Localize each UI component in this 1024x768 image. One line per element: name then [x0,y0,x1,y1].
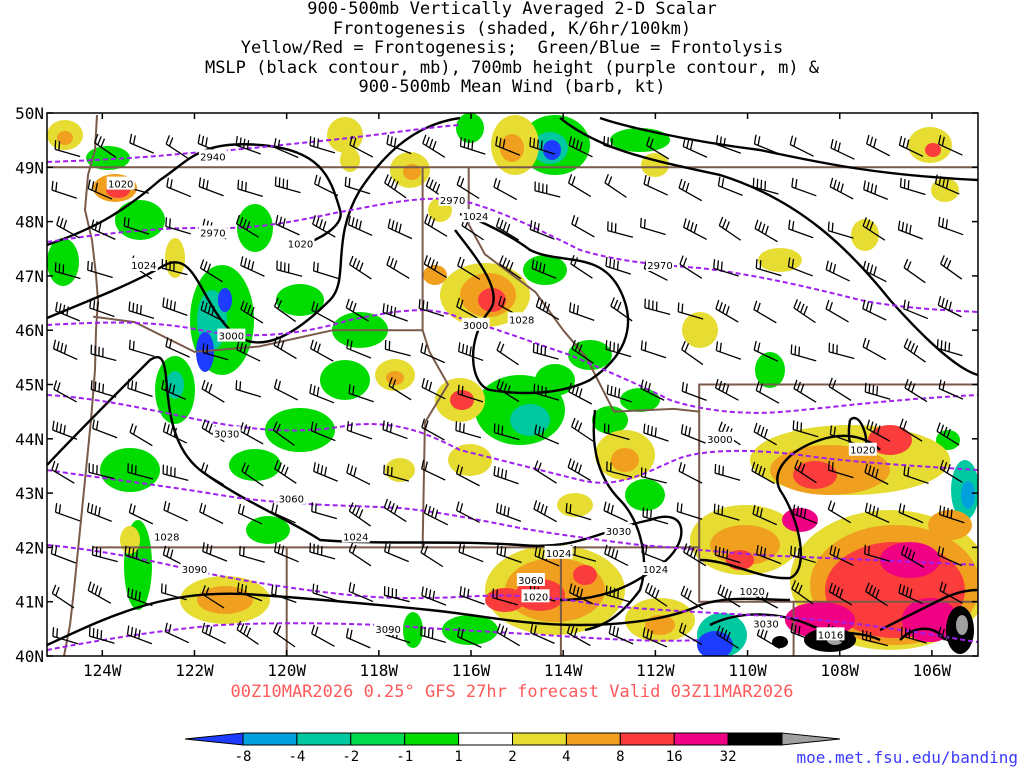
lon-tick-label: 120W [267,661,306,680]
title-line-5: 900-500mb Mean Wind (barb, kt) [358,77,666,98]
height-label: 3090 [375,625,400,636]
lon-tick-label: 108W [820,661,859,680]
lon-tick-label: 116W [452,661,491,680]
lat-tick-label: 44N [15,430,44,449]
title-line-2: Frontogenesis (shaded, K/6hr/100km) [332,18,692,39]
contour-labels: 1020 1024 1020 1024 1028 1028 1024 1024 1020 1024… [106,149,877,641]
lat-tick-label: 45N [15,376,44,395]
colorbar-label: -4 [288,749,305,765]
height-label: 3030 [606,527,631,538]
colorbar-label: 8 [616,749,624,765]
lat-tick-label: 42N [15,538,44,557]
height-label: 3030 [214,429,239,440]
mslp-label: 1028 [509,315,534,326]
height-label: 3060 [518,576,543,587]
colorbar-label: 32 [720,749,737,765]
mslp-label: 1020 [108,180,133,191]
height-label: 3000 [707,435,732,446]
mslp-label: 1024 [546,549,571,560]
lon-tick-label: 118W [360,661,399,680]
source-url: moe.met.fsu.edu/banding [796,748,1018,767]
colorbar-label: -1 [396,749,413,765]
map-axes: 40N 41N 42N 43N 44N 45N 46N 47N 48N 49N 50N 124W 122… [15,104,978,680]
height-label: 2970 [647,261,672,272]
mslp-label: 1024 [643,565,668,576]
lat-tick-label: 40N [15,647,44,666]
colorbar-label: 16 [666,749,683,765]
political-borders [47,166,978,656]
mslp-label: 1028 [154,533,179,544]
lat-tick-label: 46N [15,321,44,340]
wind-barbs [50,133,965,650]
title-line-3: Yellow/Red = Frontogenesis; Green/Blue =… [240,38,784,59]
lon-tick-label: 122W [175,661,214,680]
lat-tick-label: 48N [15,213,44,232]
mslp-label: 1020 [523,592,548,603]
lon-tick-label: 114W [544,661,583,680]
mslp-label: 1020 [850,446,875,457]
height-label: 3030 [753,619,778,630]
mslp-label: 1016 [818,630,843,641]
height-label: 2970 [200,229,225,240]
lat-tick-label: 47N [15,267,44,286]
lon-tick-label: 110W [728,661,767,680]
forecast-valid-time: 00Z10MAR2026 0.25° GFS 27hr forecast Val… [230,682,794,702]
colorbar-label: 1 [454,749,462,765]
title-line-1: 900-500mb Vertically Averaged 2-D Scalar [307,0,717,19]
colorbar-label: 2 [508,749,516,765]
mslp-label: 1020 [288,239,313,250]
map-title: 900-500mb Vertically Averaged 2-D Scalar… [0,0,1024,98]
height-label: 3060 [279,495,304,506]
lon-tick-label: 106W [913,661,952,680]
lon-tick-label: 112W [636,661,675,680]
height-label: 3000 [463,321,488,332]
mslp-label: 1024 [463,212,488,223]
colorbar: -8 -4 -2 -1 1 2 4 8 16 32 [184,732,841,765]
lat-tick-label: 41N [15,593,44,612]
mslp-label: 1024 [131,261,156,272]
height-label: 3000 [219,332,244,343]
height-label: 2970 [440,196,465,207]
lat-tick-label: 50N [15,104,44,123]
height-label: 3090 [182,565,207,576]
colorbar-label: -2 [342,749,359,765]
lat-tick-label: 49N [15,158,44,177]
colorbar-label: -8 [235,749,252,765]
title-line-4: MSLP (black contour, mb), 700mb height (… [204,57,820,78]
lat-tick-label: 43N [15,484,44,503]
mslp-label: 1024 [343,533,368,544]
height-label: 2940 [200,152,225,163]
mslp-label: 1020 [739,587,764,598]
colorbar-label: 4 [562,749,570,765]
lon-tick-label: 124W [83,661,122,680]
